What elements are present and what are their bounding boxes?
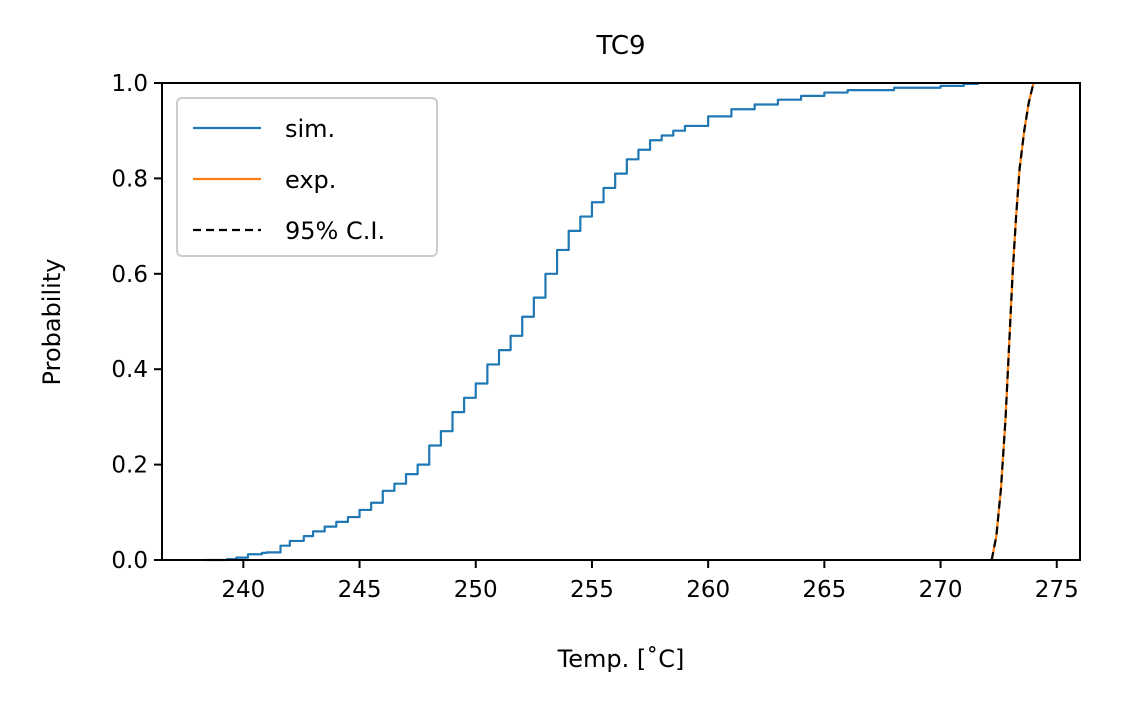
y-tick-label: 0.4 (111, 357, 148, 383)
x-tick-label: 255 (570, 577, 614, 603)
y-tick-label: 0.0 (111, 548, 148, 574)
x-tick-label: 260 (686, 577, 730, 603)
plot-area (203, 82, 1035, 562)
x-tick-label: 245 (338, 577, 382, 603)
y-tick-label: 0.8 (111, 166, 148, 192)
series-line-sim (203, 82, 979, 562)
series-line-exp (990, 82, 1035, 561)
x-tick-label: 265 (802, 577, 846, 603)
series-line-ci (990, 82, 1035, 561)
x-tick-label: 275 (1035, 577, 1079, 603)
legend: sim. exp. 95% C.I. (176, 97, 438, 257)
x-axis-label: Temp. [˚C] (557, 645, 685, 673)
y-tick-label: 0.6 (111, 262, 148, 288)
x-tick-label: 240 (221, 577, 265, 603)
y-axis-label: Probability (38, 259, 66, 386)
legend-label-ci: 95% C.I. (285, 217, 385, 245)
x-axis: 240 245 250 255 260 265 270 275 (221, 560, 1079, 603)
legend-label-sim: sim. (285, 115, 335, 143)
plot-frame (161, 82, 1081, 561)
legend-box (176, 97, 438, 257)
y-tick-label: 1.0 (111, 71, 148, 97)
y-axis: 0.0 0.2 0.4 0.6 0.8 1.0 (111, 71, 162, 574)
x-tick-label: 270 (919, 577, 963, 603)
y-tick-label: 0.2 (111, 453, 148, 479)
chart-title: TC9 (595, 31, 645, 61)
legend-label-exp: exp. (285, 166, 336, 194)
x-tick-label: 250 (454, 577, 498, 603)
